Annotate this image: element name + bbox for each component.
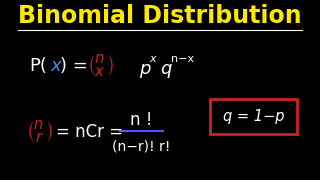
Text: P(: P( [29, 57, 47, 75]
Text: x: x [149, 53, 156, 64]
Text: Binomial Distribution: Binomial Distribution [18, 4, 302, 28]
Text: ) =: ) = [60, 57, 88, 75]
Text: n−x: n−x [171, 53, 194, 64]
Text: q = 1−p: q = 1−p [222, 109, 284, 124]
Text: = nCr =: = nCr = [56, 123, 123, 141]
Text: q: q [160, 60, 172, 78]
Text: $\binom{n}{r}$: $\binom{n}{r}$ [26, 119, 54, 146]
Text: p: p [139, 60, 150, 78]
Text: $\binom{n}{x}$: $\binom{n}{x}$ [87, 53, 115, 80]
FancyBboxPatch shape [210, 99, 297, 134]
Text: (n−r)! r!: (n−r)! r! [112, 140, 171, 154]
Text: n !: n ! [130, 111, 153, 129]
Text: x: x [50, 57, 61, 75]
